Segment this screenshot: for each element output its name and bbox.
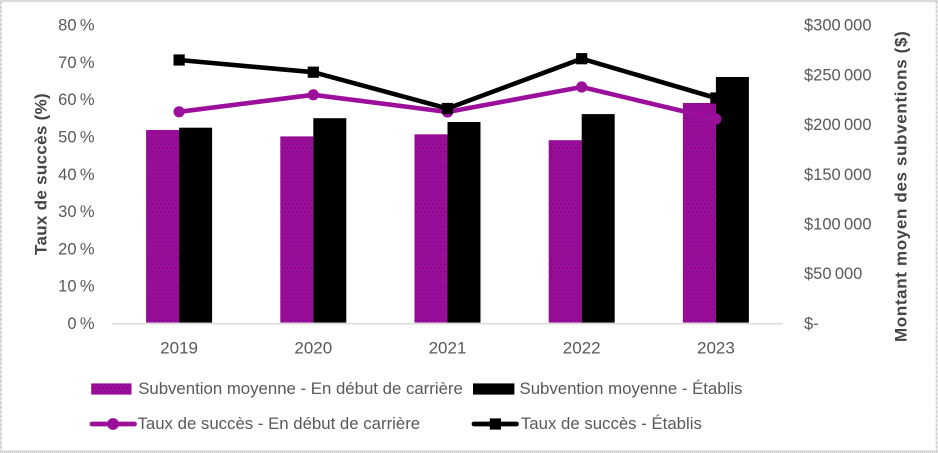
svg-text:60 %: 60 %: [58, 91, 95, 109]
svg-text:20 %: 20 %: [58, 240, 95, 258]
svg-text:40 %: 40 %: [58, 166, 95, 184]
svg-text:Subvention moyenne - Établis: Subvention moyenne - Établis: [520, 379, 743, 398]
svg-text:Taux de succès - Établis: Taux de succès - Établis: [521, 414, 702, 433]
svg-text:2019: 2019: [160, 338, 198, 357]
svg-text:$250 000: $250 000: [804, 66, 872, 84]
svg-text:$100 000: $100 000: [804, 216, 872, 234]
svg-text:Subvention moyenne - En début: Subvention moyenne - En début de carrièr…: [138, 379, 463, 398]
svg-text:50 %: 50 %: [58, 129, 95, 147]
svg-text:$300 000: $300 000: [804, 17, 872, 35]
svg-text:Taux de succès (%): Taux de succès (%): [32, 93, 51, 255]
svg-text:80 %: 80 %: [58, 17, 95, 35]
svg-text:2021: 2021: [429, 338, 467, 357]
svg-text:$200 000: $200 000: [804, 116, 872, 134]
svg-text:2020: 2020: [294, 338, 332, 357]
svg-text:0 %: 0 %: [67, 315, 94, 333]
svg-text:Taux de succès - En début de c: Taux de succès - En début de carrière: [138, 414, 421, 433]
svg-text:70 %: 70 %: [58, 54, 95, 72]
svg-text:$150 000: $150 000: [804, 166, 872, 184]
svg-text:$-: $-: [804, 315, 819, 333]
svg-text:10 %: 10 %: [58, 278, 95, 296]
svg-text:2023: 2023: [697, 338, 735, 357]
svg-text:$50 000: $50 000: [804, 265, 862, 283]
svg-text:30 %: 30 %: [58, 203, 95, 221]
svg-text:2022: 2022: [563, 338, 601, 357]
svg-text:Montant moyen des subventions: Montant moyen des subventions ($): [892, 31, 911, 342]
